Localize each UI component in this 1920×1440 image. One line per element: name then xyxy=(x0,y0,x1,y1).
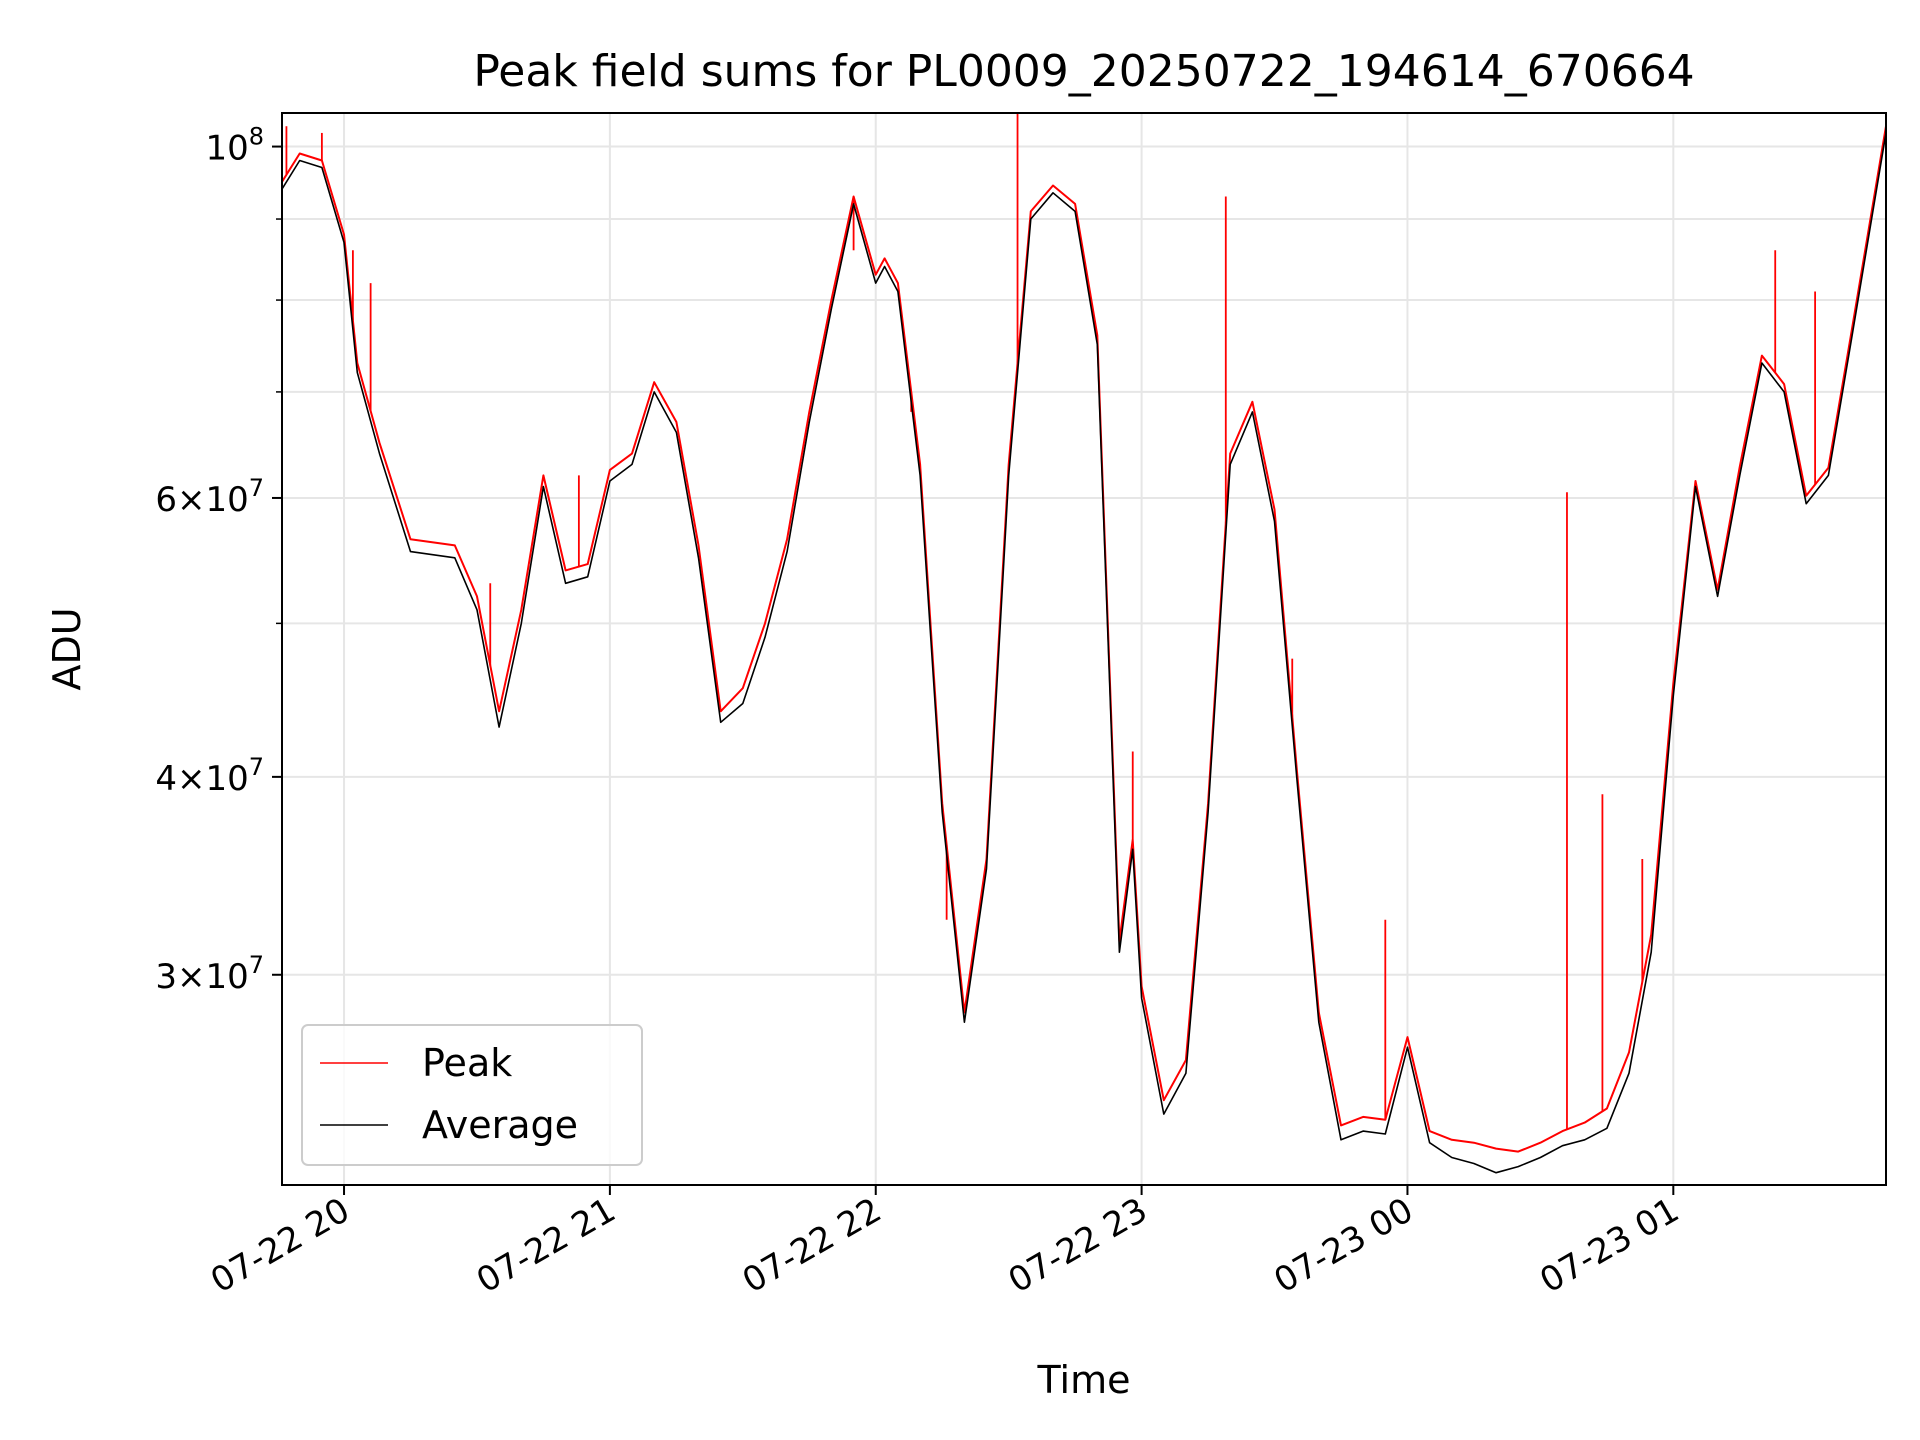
x-axis-label: Time xyxy=(1037,1358,1131,1402)
grid xyxy=(282,113,1886,1185)
chart-title: Peak field sums for PL0009_20250722_1946… xyxy=(473,46,1694,97)
y-tick-label: 3×107 xyxy=(155,951,264,997)
y-tick-label: 6×107 xyxy=(155,474,264,520)
legend: Peak Average xyxy=(301,1024,643,1166)
series-line-average xyxy=(281,132,1887,1174)
plot-data xyxy=(281,113,1887,1174)
plot-frame xyxy=(281,112,1887,1186)
y-tick-label: 4×107 xyxy=(155,753,264,799)
legend-box xyxy=(301,1024,643,1166)
y-axis-label: ADU xyxy=(45,607,89,690)
legend-label-peak: Peak xyxy=(422,1041,512,1085)
y-tick-label: 108 xyxy=(205,123,264,169)
legend-label-average: Average xyxy=(422,1103,578,1147)
